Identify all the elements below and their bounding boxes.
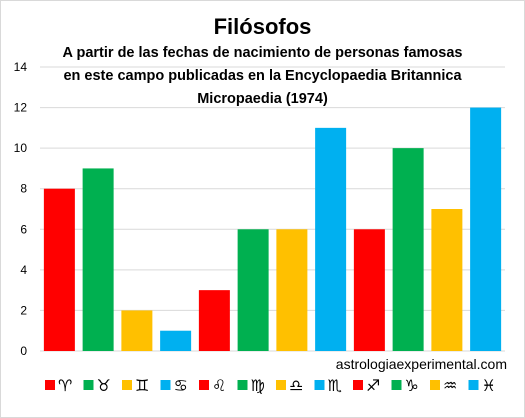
bar xyxy=(353,229,385,351)
legend-label: ♋ xyxy=(174,376,188,395)
y-tick-label: 2 xyxy=(20,303,27,317)
chart-subtitle-line-2: en este campo publicadas en la Encyclopa… xyxy=(63,68,462,84)
legend-swatch xyxy=(160,380,171,390)
legend-swatch xyxy=(430,380,440,390)
source-watermark: astrologiaexperimental.com xyxy=(335,356,507,372)
bar xyxy=(82,168,114,351)
bar xyxy=(315,127,347,351)
legend-label: ♑ xyxy=(405,376,419,395)
chart-title: Filósofos xyxy=(213,14,312,39)
legend-swatch xyxy=(237,380,248,390)
legend-swatch xyxy=(468,380,479,390)
legend-swatch xyxy=(122,380,132,390)
legend-swatch xyxy=(83,380,94,390)
y-tick-label: 4 xyxy=(20,263,27,277)
y-tick-label: 12 xyxy=(14,101,28,115)
legend-swatch xyxy=(391,380,402,390)
bar xyxy=(43,188,75,351)
bar xyxy=(121,310,153,351)
legend-label: ♎ xyxy=(289,376,303,395)
bar xyxy=(160,330,192,351)
bar xyxy=(237,229,269,351)
legend-label: ♒ xyxy=(443,376,457,395)
y-tick-label: 6 xyxy=(20,222,27,236)
legend-swatch xyxy=(314,380,325,390)
bar xyxy=(198,290,230,351)
legend-swatch xyxy=(45,380,55,390)
legend-label: ♏ xyxy=(328,376,342,395)
bar xyxy=(431,209,463,351)
legend-label: ♐ xyxy=(366,376,380,395)
chart-subtitle-line-3: Micropaedia (1974) xyxy=(197,91,328,107)
legend-swatch xyxy=(199,380,209,390)
legend-label: ♉ xyxy=(97,376,111,395)
y-tick-label: 10 xyxy=(14,141,28,155)
y-tick-label: 8 xyxy=(20,182,27,196)
bar xyxy=(470,107,502,351)
legend-swatch xyxy=(276,380,286,390)
y-tick-label: 0 xyxy=(20,344,27,358)
legend-label: ♈ xyxy=(58,376,72,395)
chart-subtitle-line-1: A partir de las fechas de nacimiento de … xyxy=(62,45,463,61)
legend-swatch xyxy=(353,380,363,390)
legend-label: ♍ xyxy=(251,376,265,395)
legend-label: ♓ xyxy=(482,376,496,395)
bar xyxy=(392,148,424,351)
legend-label: ♌ xyxy=(212,376,226,395)
bar xyxy=(276,229,308,351)
y-tick-label: 14 xyxy=(14,60,28,74)
legend-label: ♊ xyxy=(135,376,149,395)
